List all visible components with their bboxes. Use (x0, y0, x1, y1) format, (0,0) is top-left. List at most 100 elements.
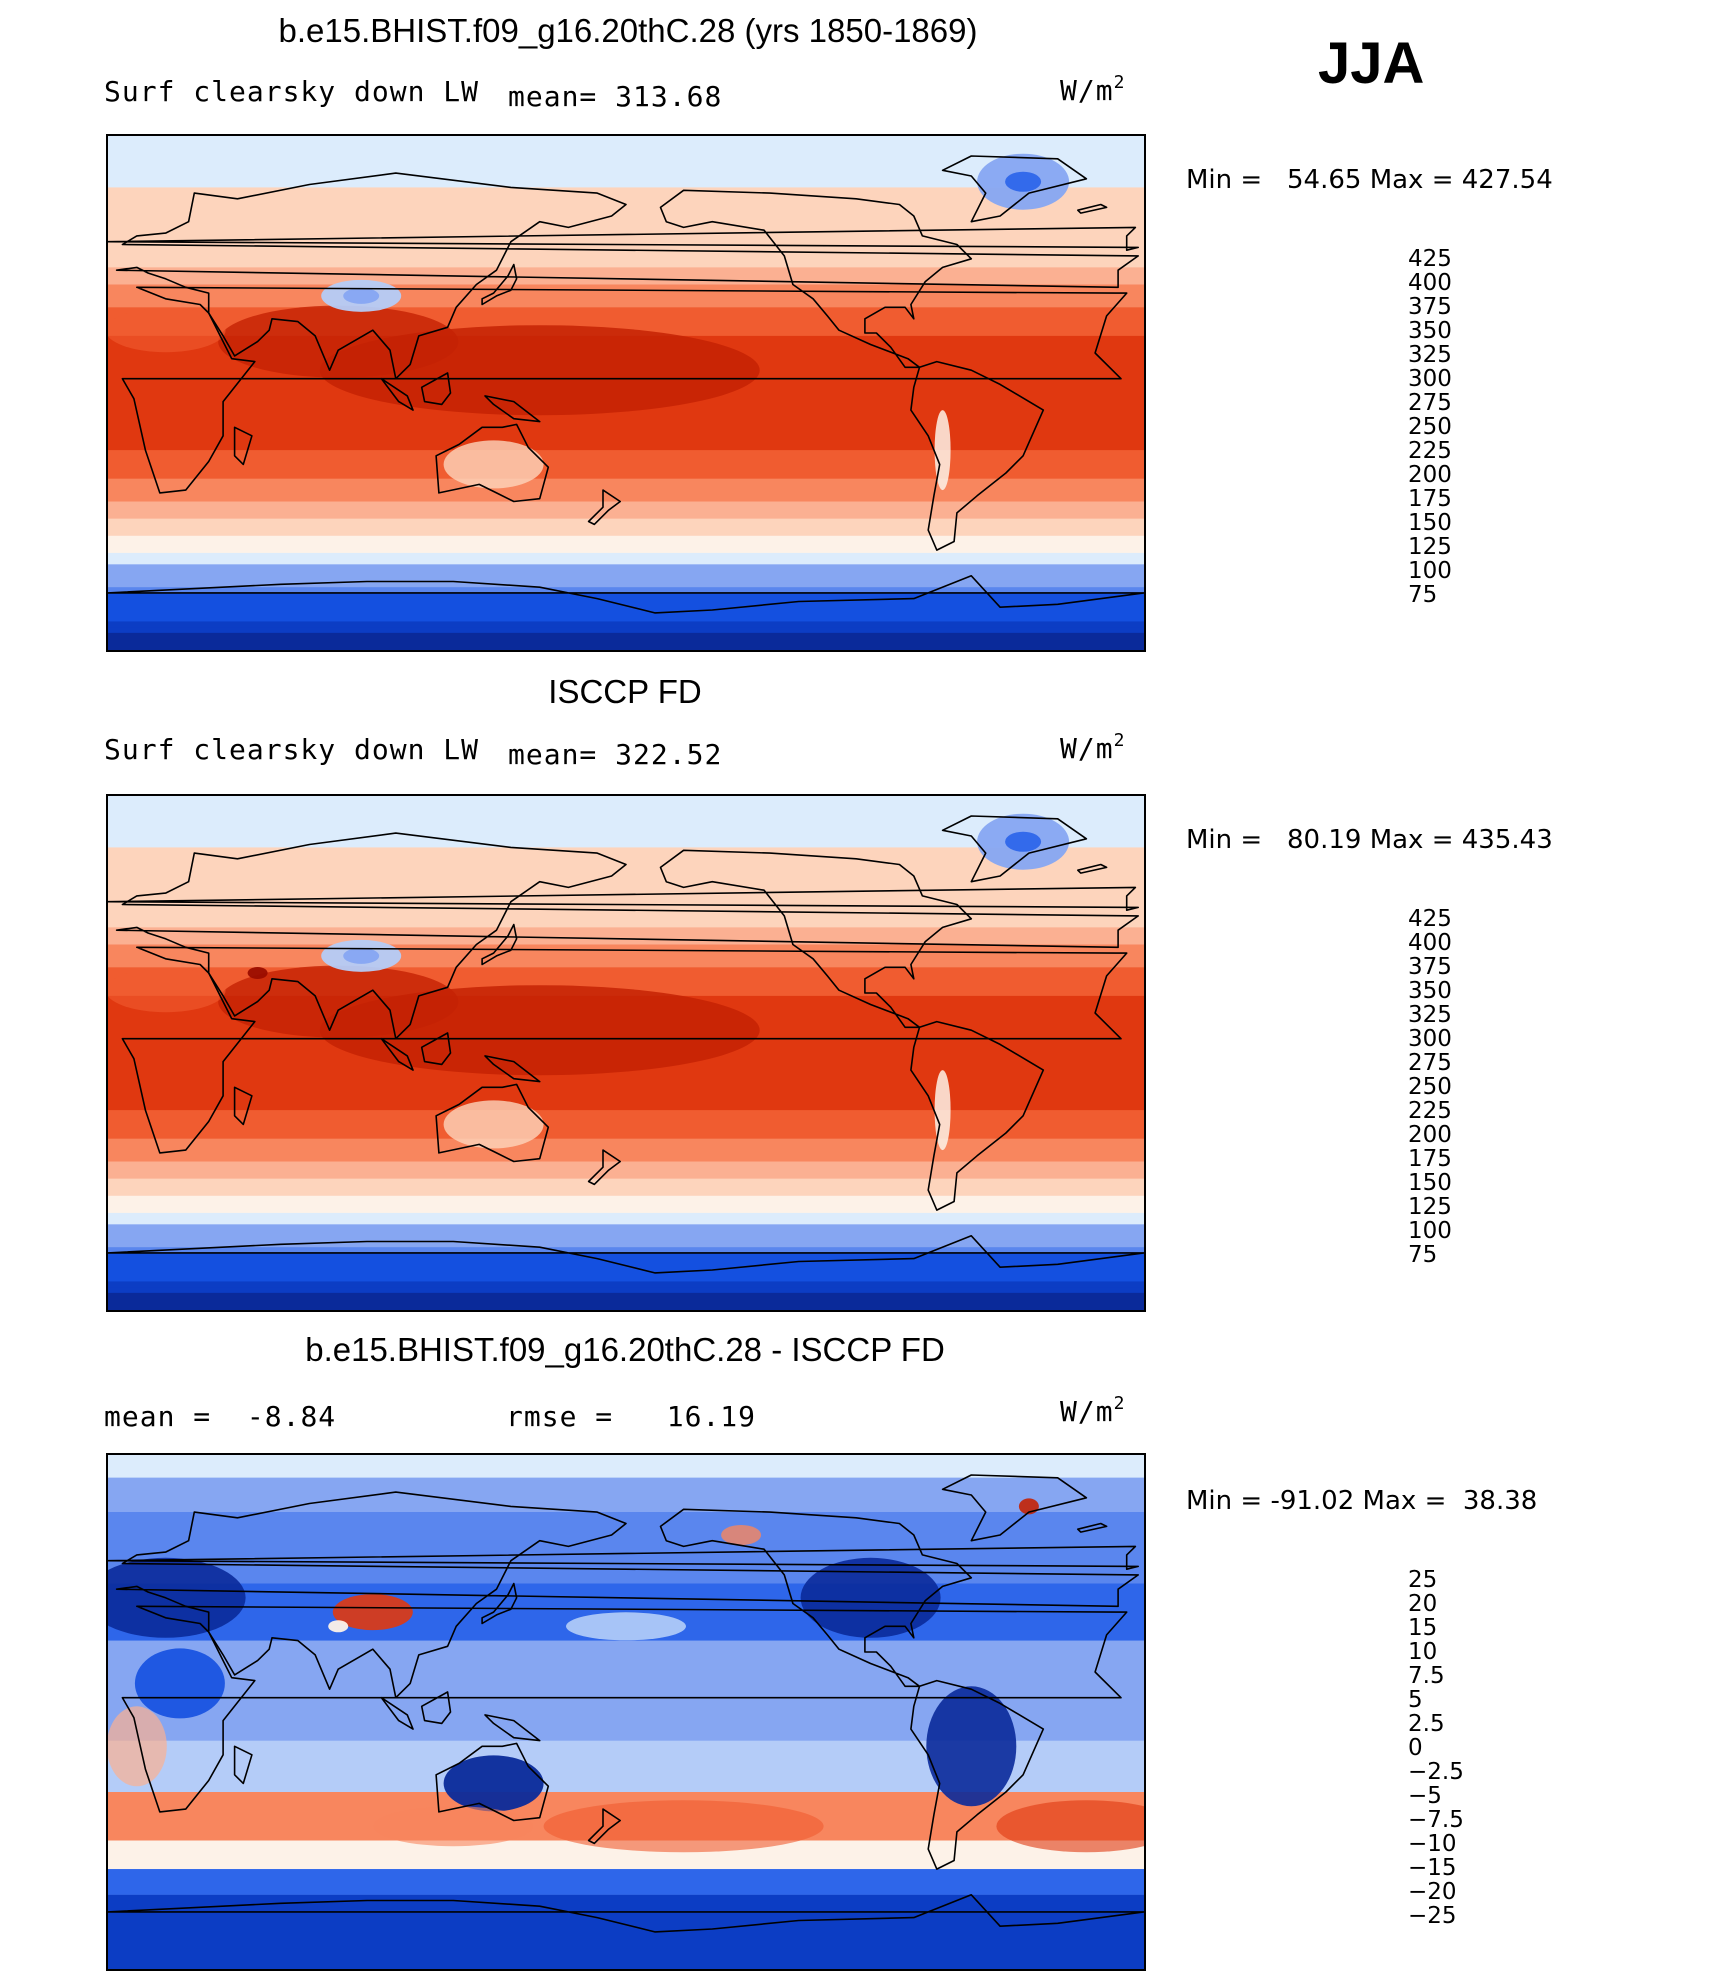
lat-band (108, 1292, 1144, 1300)
coastline (233, 1745, 253, 1785)
lat-band (108, 415, 1144, 423)
panel2-colorbar-label: 175 (1408, 1146, 1452, 1172)
panel2-units-label: W/m (1060, 732, 1114, 765)
panel1-title: b.e15.BHIST.f09_g16.20thC.28 (yrs 1850-1… (278, 12, 978, 49)
coastline (420, 372, 452, 406)
coastline (380, 377, 414, 411)
field-anomaly (1005, 831, 1042, 852)
lat-band (108, 796, 1144, 803)
lat-band (108, 927, 1144, 934)
panel2-colorbar-label: 200 (1408, 1122, 1452, 1148)
lat-band (108, 1167, 1144, 1174)
lat-band (108, 198, 1144, 206)
panel1-map-svg (108, 136, 1144, 650)
lat-band (108, 141, 1144, 149)
lat-band (108, 1304, 1144, 1310)
lat-band (108, 170, 1144, 177)
lat-band (108, 233, 1144, 240)
panel1-colorbar-label: 175 (1408, 486, 1452, 512)
field-anomaly (108, 1706, 167, 1787)
coastline (108, 1894, 1144, 1933)
lat-band (108, 938, 1144, 946)
lat-band (108, 1127, 1144, 1134)
lat-band (108, 1247, 1144, 1254)
lat-band (108, 881, 1144, 888)
field-anomaly (543, 1800, 824, 1853)
lat-band (108, 575, 1144, 583)
coastline (435, 423, 550, 503)
panel1-colorbar-svg: 4254003753503253002752502252001751501251… (1408, 246, 1452, 608)
lat-band (108, 421, 1144, 428)
lat-band (108, 507, 1144, 514)
coastline (941, 1474, 1088, 1542)
panel2-colorbar-svg: 4254003753503253002752502252001751501251… (1408, 906, 1452, 1268)
panel2-colorbar-label: 350 (1408, 978, 1452, 1004)
panel3-rmse: rmse = 16.19 (506, 1400, 756, 1433)
panel1-colorbar-label: 300 (1408, 366, 1452, 392)
lat-band (108, 1195, 1144, 1203)
coastline (380, 1696, 414, 1730)
lat-band (108, 295, 1144, 303)
panel3-units-label: W/m (1060, 1395, 1114, 1428)
panel2-colorbar: 425 400 375 350 325 300 275 250 225 200 175 150 125 1… (1330, 894, 1452, 1302)
lat-band (108, 524, 1144, 531)
field-anomaly (373, 1806, 534, 1847)
panel1-colorbar-label: 425 (1408, 246, 1452, 272)
lat-band (108, 627, 1144, 634)
field-anomaly (343, 947, 380, 964)
lat-band (108, 1207, 1144, 1214)
panel2-mean: mean= 322.52 (508, 738, 722, 771)
lat-band (108, 307, 1144, 314)
lat-band (108, 530, 1144, 537)
panel2-colorbar-label: 125 (1408, 1194, 1452, 1220)
lat-band (108, 581, 1144, 588)
lat-band (108, 910, 1144, 917)
lat-band (108, 478, 1144, 485)
lat-band (108, 1081, 1144, 1088)
diff-band (108, 1894, 1144, 1969)
lat-band (108, 438, 1144, 445)
coastline (121, 1605, 1128, 1813)
panel3-colorbar-label: −10 (1408, 1831, 1457, 1857)
lat-band (108, 961, 1144, 968)
panel3-mean-value: -8.84 (246, 1400, 337, 1433)
panel1-max-value: 427.54 (1461, 165, 1553, 195)
lat-band (108, 875, 1144, 883)
lat-band (108, 1270, 1144, 1277)
panel1-colorbar-label: 400 (1408, 270, 1452, 296)
lat-band (108, 153, 1144, 160)
panel2-colorbar-label: 300 (1408, 1026, 1452, 1052)
panel2-units-exp: 2 (1113, 730, 1126, 751)
lat-band (108, 933, 1144, 940)
coastline (659, 849, 973, 1029)
panel1-units: W/m2 (1060, 72, 1125, 107)
coastline (910, 1020, 1045, 1211)
panel3-map (106, 1453, 1146, 1971)
panel3-colorbar-label: −5 (1408, 1783, 1442, 1809)
panel3-max-label: Max = (1362, 1486, 1447, 1516)
panel3-colorbar-label: −15 (1408, 1855, 1457, 1881)
lat-band (108, 455, 1144, 463)
lat-band (108, 318, 1144, 326)
panel1-mean-label: mean= (508, 80, 598, 113)
lat-band (108, 158, 1144, 166)
lat-band (108, 558, 1144, 565)
coastline (659, 189, 973, 369)
field-anomaly (443, 1100, 544, 1149)
lat-band (108, 1212, 1144, 1220)
panel1-colorbar-label: 125 (1408, 534, 1452, 560)
field-anomaly (566, 1612, 686, 1641)
coastline (481, 263, 518, 306)
panel3-colorbar-label: 15 (1408, 1615, 1437, 1641)
lat-band (108, 1132, 1144, 1140)
field-anomaly (343, 287, 380, 304)
coastline (121, 946, 1128, 1154)
lat-band (108, 261, 1144, 268)
panel1-min-value: 54.65 (1286, 165, 1362, 195)
panel1-minmax: Min = 54.65 Max = 427.54 (1186, 165, 1553, 195)
field-anomaly (218, 305, 459, 378)
lat-band (108, 1281, 1144, 1288)
lat-band (108, 1184, 1144, 1191)
coastline (659, 1508, 973, 1688)
panel1-colorbar-label: 275 (1408, 390, 1452, 416)
